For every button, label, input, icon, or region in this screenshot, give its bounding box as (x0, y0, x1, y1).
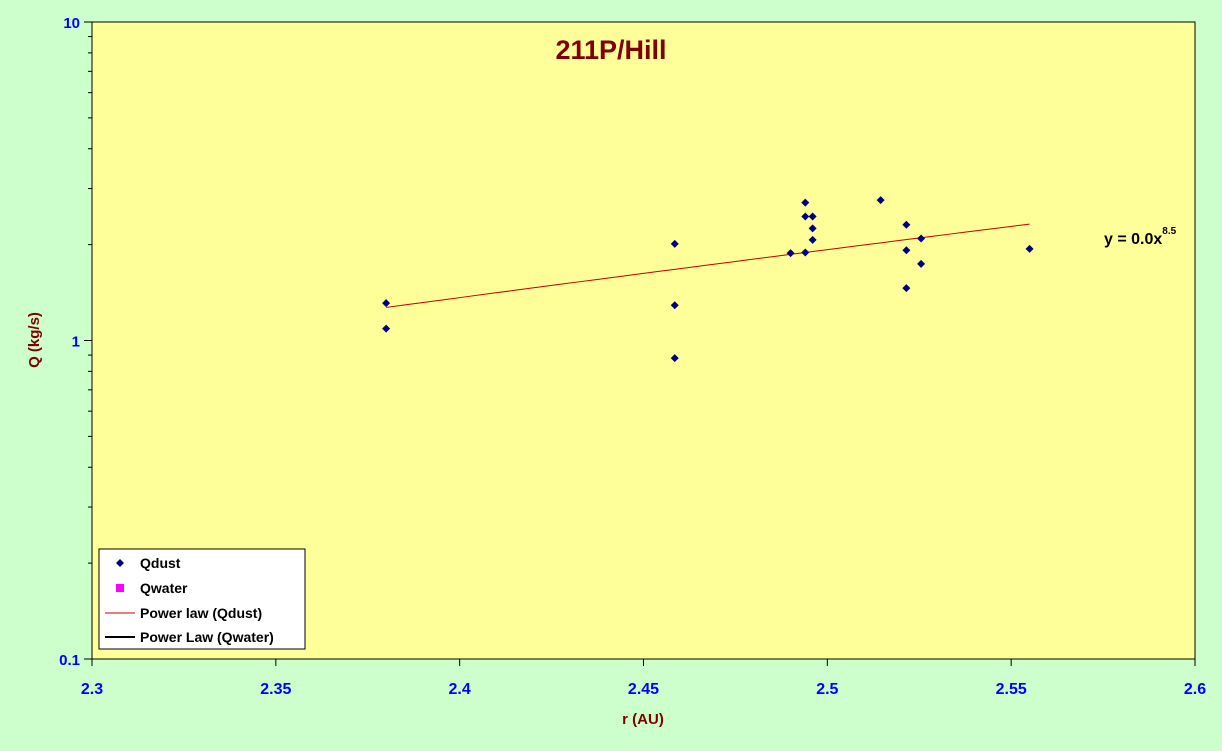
data-point (902, 220, 911, 229)
data-point (1025, 244, 1034, 253)
data-point (876, 196, 885, 205)
y-tick-label: 0.1 (59, 652, 80, 669)
fit-equation-exponent: 8.5 (1162, 226, 1176, 237)
y-axis-ticks: 10 1 0.1 (59, 15, 92, 669)
data-points (382, 196, 1034, 363)
data-point (808, 224, 817, 233)
data-point (670, 301, 679, 310)
data-point (801, 248, 810, 257)
x-tick-label: 2.45 (628, 681, 659, 698)
legend-qwater-label: Qwater (140, 580, 188, 596)
chart-title: 211P/Hill (555, 35, 666, 65)
data-point (786, 249, 795, 258)
y-tick-label: 1 (72, 334, 80, 351)
data-point (902, 284, 911, 293)
x-tick-label: 2.6 (1184, 681, 1206, 698)
data-point (917, 259, 926, 268)
x-axis-ticks: 2.3 2.35 2.4 2.45 2.5 2.55 2.6 (81, 659, 1206, 698)
data-point (382, 299, 391, 308)
data-point (670, 354, 679, 363)
data-point (917, 234, 926, 243)
x-tick-label: 2.4 (449, 681, 471, 698)
x-axis-label: r (AU) (622, 711, 664, 728)
legend-box (98, 548, 306, 650)
data-point (801, 212, 810, 221)
data-point (808, 235, 817, 244)
fit-equation-text: y = 0.0x (1104, 231, 1162, 248)
data-point (808, 212, 817, 221)
fit-equation: y = 0.0x8.5 (1104, 226, 1177, 248)
legend: Qdust Qwater Power law (Qdust) Power Law… (98, 548, 306, 650)
data-point (670, 239, 679, 248)
y-axis-label: Q (kg/s) (26, 312, 43, 368)
x-tick-label: 2.5 (816, 681, 838, 698)
x-tick-label: 2.3 (81, 681, 103, 698)
legend-qdust-label: Qdust (140, 555, 181, 571)
x-tick-label: 2.55 (996, 681, 1027, 698)
y-tick-label: 10 (63, 15, 80, 32)
data-point (801, 198, 810, 207)
data-point (382, 324, 391, 333)
x-tick-label: 2.35 (260, 681, 291, 698)
legend-fit-water-label: Power Law (Qwater) (140, 629, 274, 645)
legend-qwater-marker (116, 584, 124, 592)
legend-fit-dust-label: Power law (Qdust) (140, 605, 262, 621)
data-point (902, 246, 911, 255)
legend-qdust-marker (116, 559, 124, 567)
